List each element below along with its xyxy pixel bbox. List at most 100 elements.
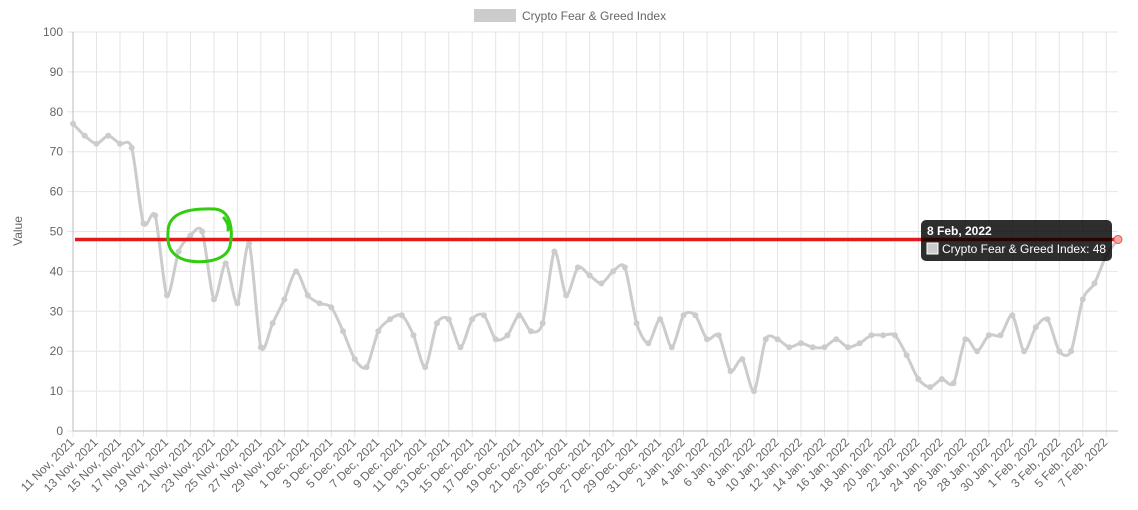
data-point [657,316,664,323]
tooltip-swatch [926,242,939,255]
data-point [281,296,288,303]
data-point [633,320,640,327]
data-point [398,312,405,319]
data-point [962,336,969,343]
data-point [351,356,358,363]
data-point [574,264,581,271]
data-point [70,120,76,127]
data-point [163,292,170,299]
data-point [715,332,722,339]
data-point [610,268,617,275]
data-point [387,316,394,323]
data-point [762,336,769,343]
data-point [340,328,347,335]
data-point [868,332,875,339]
data-point [152,212,159,219]
data-point [974,348,981,355]
data-point [269,320,276,327]
data-point [210,296,217,303]
data-point [175,248,182,255]
data-point [187,232,194,239]
data-point [1032,324,1039,331]
legend-swatch [474,9,516,22]
data-point [704,336,711,343]
data-point [786,344,793,351]
y-tick-label: 100 [43,25,63,39]
data-point [527,328,534,335]
data-point [586,272,593,279]
data-point [563,292,570,299]
y-tick-label: 40 [50,264,64,278]
data-point [692,312,699,319]
data-point [480,312,487,319]
data-point [1079,296,1086,303]
data-point [504,332,511,339]
data-point [950,380,957,387]
data-point [222,260,229,267]
data-point [739,356,746,363]
data-point [985,332,992,339]
data-point [938,376,945,383]
data-point [81,132,88,139]
data-point [257,344,264,351]
data-point [833,336,840,343]
data-point [751,388,758,395]
data-point [809,344,816,351]
data-point [469,316,476,323]
data-point [445,316,452,323]
data-point [727,368,734,375]
data-point [551,248,558,255]
data-point [668,344,675,351]
y-tick-label: 60 [50,185,64,199]
data-point [457,344,464,351]
data-point [375,328,382,335]
y-tick-label: 10 [50,384,64,398]
data-point [1009,312,1016,319]
data-point [422,364,429,371]
data-point [915,376,922,383]
data-point [516,312,523,319]
data-point [316,300,323,307]
data-point [410,332,417,339]
data-point [844,344,851,351]
legend-label: Crypto Fear & Greed Index [522,9,666,23]
y-tick-label: 20 [50,344,64,358]
data-point [1044,316,1051,323]
data-point [680,312,687,319]
tooltip: 8 Feb, 2022 Crypto Fear & Greed Index: 48 [921,220,1112,261]
tooltip-label: Crypto Fear & Greed Index: 48 [942,242,1106,256]
y-tick-label: 90 [50,65,64,79]
data-point [433,320,440,327]
data-point [1091,280,1098,287]
data-point [621,264,628,271]
y-tick-label: 80 [50,105,64,119]
data-point [328,304,335,311]
data-point [105,132,112,139]
y-tick-label: 50 [50,225,64,239]
data-point [140,220,147,227]
data-point [304,292,311,299]
data-point [116,140,123,147]
data-point [128,144,135,151]
data-point [927,384,934,391]
data-point [1056,348,1063,355]
data-point [234,300,241,307]
data-point [1068,348,1075,355]
data-point [293,268,300,275]
hover-point [1113,234,1123,244]
data-point [856,340,863,347]
data-point [539,320,546,327]
y-tick-label: 70 [50,145,64,159]
tooltip-title: 8 Feb, 2022 [927,224,992,238]
tooltip-box [921,220,1112,261]
y-tick-label: 30 [50,304,64,318]
data-point [880,332,887,339]
data-point [797,340,804,347]
data-point [246,240,253,247]
data-point [363,364,370,371]
data-point [492,336,499,343]
data-point [774,336,781,343]
data-point [645,340,652,347]
data-point [598,280,605,287]
